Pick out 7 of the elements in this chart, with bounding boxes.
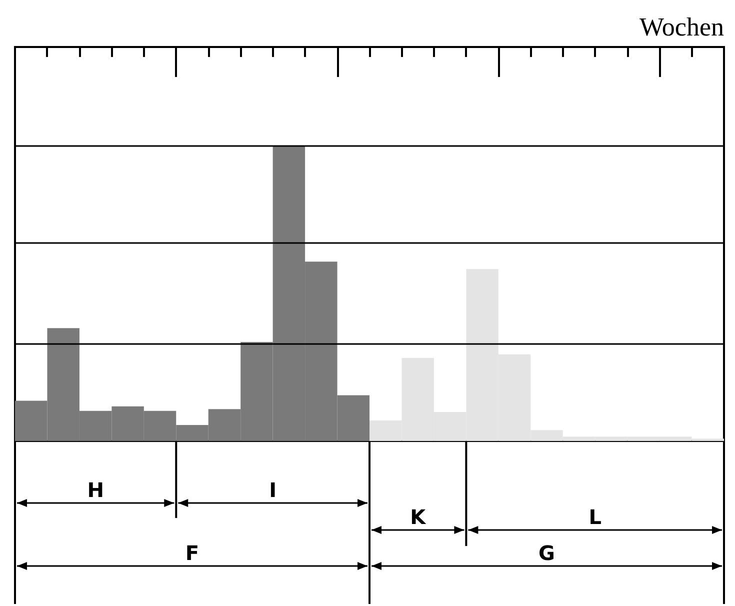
text: I xyxy=(269,478,277,502)
x-axis-title: Wochen xyxy=(639,12,724,42)
text: L xyxy=(588,505,602,529)
text: H xyxy=(87,478,104,502)
text: F xyxy=(185,541,200,565)
text: K xyxy=(410,505,428,529)
text: G xyxy=(538,541,555,565)
